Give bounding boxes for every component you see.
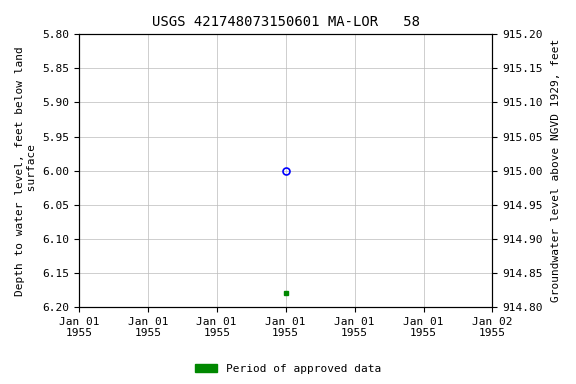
- Title: USGS 421748073150601 MA-LOR   58: USGS 421748073150601 MA-LOR 58: [151, 15, 420, 29]
- Y-axis label: Groundwater level above NGVD 1929, feet: Groundwater level above NGVD 1929, feet: [551, 39, 561, 302]
- Y-axis label: Depth to water level, feet below land
 surface: Depth to water level, feet below land su…: [15, 46, 37, 296]
- Legend: Period of approved data: Period of approved data: [191, 359, 385, 379]
